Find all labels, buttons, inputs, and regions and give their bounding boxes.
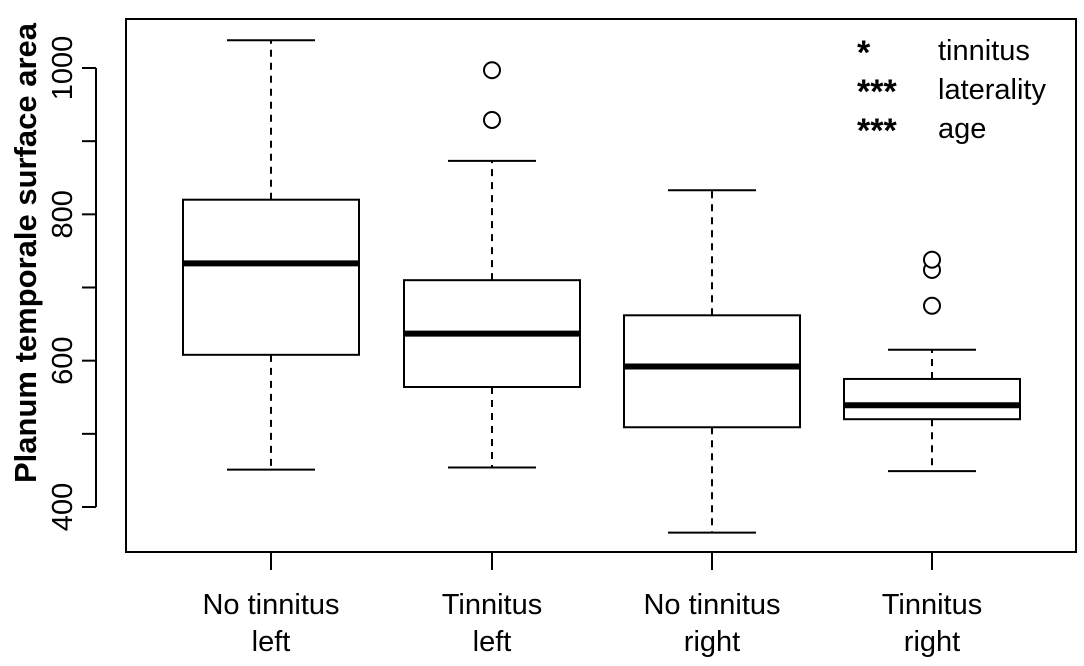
x-tick-label: No tinnitus — [643, 589, 780, 621]
x-tick-label: left — [473, 626, 512, 658]
outlier-point — [483, 110, 501, 129]
legend: * tinnitus *** laterality *** age — [857, 34, 1046, 150]
y-tick-label: 1000 — [47, 36, 79, 101]
x-tick-label: right — [904, 626, 960, 658]
outlier-point — [923, 296, 941, 315]
box-group — [182, 39, 360, 471]
boxes-group — [182, 39, 1021, 534]
y-tick-label: 600 — [47, 336, 79, 384]
legend-stars: * — [857, 34, 871, 72]
box-group — [403, 61, 581, 469]
y-axis: 400 600 800 1000 — [47, 36, 97, 531]
x-tick-label: right — [684, 626, 740, 658]
x-axis: No tinnitus left Tinnitus left No tinnitus ri… — [202, 552, 982, 658]
box-iqr — [182, 198, 360, 356]
box-group — [843, 250, 1021, 473]
legend-stars: *** — [857, 112, 897, 150]
legend-label: tinnitus — [938, 35, 1030, 67]
plot-frame — [125, 18, 1077, 553]
x-tick-label: Tinnitus — [442, 589, 542, 621]
outlier-point — [923, 250, 941, 269]
box-iqr — [843, 377, 1021, 421]
box-group — [623, 189, 801, 534]
y-tick-label: 800 — [47, 190, 79, 238]
y-axis-label: Planum temporale surface area — [8, 22, 43, 483]
x-tick-label: Tinnitus — [882, 589, 982, 621]
x-tick-label: No tinnitus — [202, 589, 339, 621]
legend-label: age — [938, 113, 986, 145]
y-tick-label: 400 — [47, 483, 79, 531]
legend-label: laterality — [938, 74, 1046, 106]
box-iqr — [623, 314, 801, 429]
legend-stars: *** — [857, 73, 897, 111]
x-tick-label: left — [252, 626, 291, 658]
outlier-point — [483, 61, 501, 80]
